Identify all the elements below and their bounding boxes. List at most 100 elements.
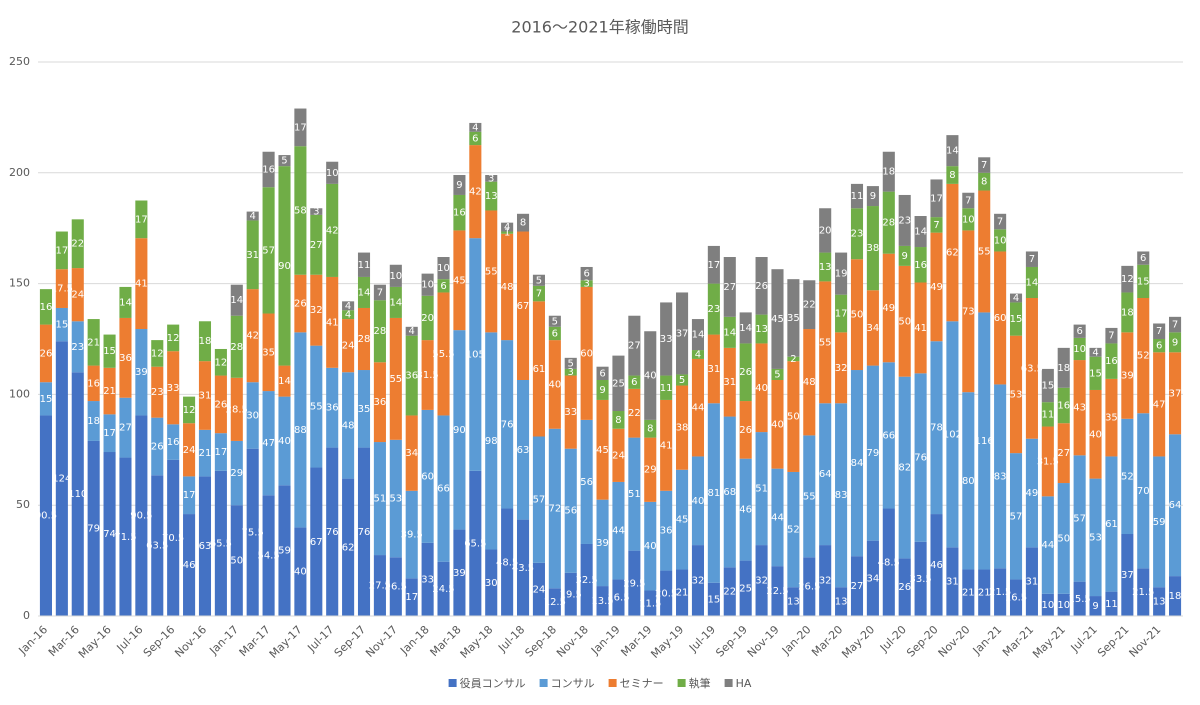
bar-segment [1009, 335, 1023, 454]
value-labels: 90.51526161241517.5171102324227918162174… [35, 122, 1182, 612]
bar-segment [1153, 456, 1166, 588]
value-label: 33 [421, 574, 434, 585]
value-label: 31.5 [416, 370, 438, 381]
value-label: 14 [278, 376, 291, 387]
value-label: 16 [87, 378, 100, 389]
bar-segment [946, 166, 959, 184]
value-label: 12.5 [544, 597, 566, 608]
x-tick-label: Jan-20 [779, 623, 814, 658]
bar-segment [994, 213, 1007, 230]
bar-segment [850, 208, 864, 260]
bar-segment [294, 146, 307, 275]
value-label: 2 [790, 354, 796, 365]
value-label: 32.5 [576, 575, 598, 586]
bar-segment [278, 166, 291, 366]
value-label: 43 [1073, 403, 1086, 414]
value-label: 54.5 [257, 551, 279, 562]
bar-segment [373, 300, 386, 363]
value-label: 23 [851, 229, 864, 240]
bar-segment [421, 295, 434, 341]
value-label: 21 [962, 588, 975, 599]
value-label: 102 [943, 429, 962, 440]
bar-segment [357, 307, 371, 371]
value-label: 17 [183, 490, 196, 501]
value-label: 7 [965, 196, 971, 207]
value-label: 13.5 [591, 596, 613, 607]
value-label: 51 [628, 489, 641, 500]
bar-segment [310, 214, 323, 275]
bar-segment [230, 377, 243, 441]
value-label: 13 [485, 191, 498, 202]
bar-segment [357, 252, 371, 277]
value-label: 11.5 [639, 598, 661, 609]
bar-segment [87, 440, 100, 616]
bar-segment [310, 274, 323, 346]
bar-segment [1137, 264, 1150, 299]
bar-segment [389, 264, 402, 287]
value-label: 90 [453, 425, 466, 436]
value-label: 90 [278, 261, 291, 272]
value-label: 40 [692, 496, 705, 507]
bar-segment [39, 289, 52, 325]
bar-segment [246, 220, 259, 290]
bar-segment [707, 403, 720, 583]
value-label: 12 [215, 357, 228, 368]
value-label: 40 [548, 379, 561, 390]
bar-segment [39, 324, 52, 383]
value-label: 59 [1153, 517, 1166, 528]
bar-segment [882, 253, 895, 363]
bar-segment [278, 396, 291, 486]
value-label: 35 [262, 347, 275, 358]
value-label: 15 [103, 346, 116, 357]
value-label: 7 [981, 160, 987, 171]
bar-segment [628, 550, 641, 616]
bar-segment [453, 529, 466, 616]
value-label: 18 [87, 416, 100, 427]
bar-segment [246, 382, 259, 449]
bar-segment [1025, 251, 1038, 267]
value-label: 8 [647, 424, 653, 435]
x-tick-label: Sep-21 [1095, 623, 1132, 660]
bar-segment [278, 365, 291, 397]
value-label: 4 [1092, 347, 1098, 358]
bar-segment [580, 419, 593, 544]
bar-segment [835, 294, 848, 333]
value-label: 67 [517, 301, 530, 312]
bar-segment [755, 545, 768, 616]
bar-segment [898, 558, 911, 616]
x-tick-label: Nov-17 [363, 623, 400, 660]
value-label: 14 [739, 323, 752, 334]
x-tick-label: Jan-18 [397, 623, 432, 658]
bar-segment [151, 475, 164, 616]
bar-segment [294, 332, 307, 528]
value-label: 17 [708, 260, 721, 271]
value-label: 57 [1073, 513, 1086, 524]
value-label: 47 [1153, 399, 1166, 410]
value-label: 26 [40, 348, 53, 359]
bar-segment [707, 283, 720, 335]
value-label: 42 [246, 331, 259, 342]
bar-segment [930, 232, 943, 342]
value-label: 98 [485, 436, 498, 447]
bar-segment [850, 183, 864, 209]
value-label: 28.5 [226, 404, 248, 415]
value-label: 72 [548, 504, 561, 515]
value-label: 13 [819, 262, 832, 273]
bar-segment [660, 302, 673, 376]
value-label: 40 [644, 541, 657, 552]
bar-segment [373, 362, 386, 443]
bar-segment [739, 401, 752, 459]
value-label: 23 [71, 342, 84, 353]
bar-segment [501, 508, 514, 616]
bar-segment [644, 501, 657, 591]
bar-segment [580, 286, 593, 420]
value-label: 40 [1089, 429, 1102, 440]
x-tick-label: Sep-19 [713, 623, 750, 660]
value-label: 124 [52, 474, 71, 485]
x-tick-label: Sep-20 [904, 623, 941, 660]
bar-segment [771, 379, 784, 469]
value-label: 53 [1089, 532, 1102, 543]
value-label: 55 [389, 374, 402, 385]
bar-segment [1137, 298, 1150, 414]
value-label: 28 [374, 326, 387, 337]
